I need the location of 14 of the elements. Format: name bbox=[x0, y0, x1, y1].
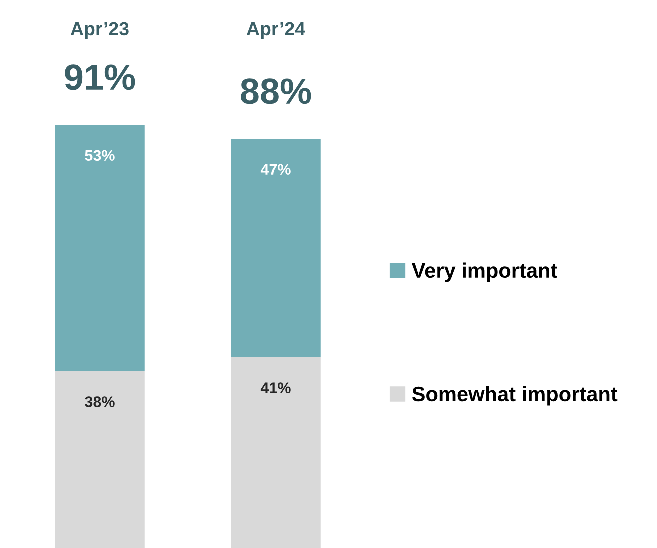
data-label: 41% bbox=[260, 382, 291, 394]
data-label: 38% bbox=[85, 396, 115, 408]
total-label: 91% bbox=[65, 64, 136, 90]
bar bbox=[231, 357, 321, 548]
total-label: 88% bbox=[241, 78, 312, 104]
bar bbox=[55, 371, 145, 548]
legend-label: Somewhat important bbox=[412, 386, 618, 406]
bar bbox=[231, 138, 321, 358]
bar bbox=[55, 125, 145, 372]
legend-label: Very important bbox=[412, 262, 558, 282]
x-tick-label: Apr’23 bbox=[70, 22, 129, 40]
x-tick-label: Apr’24 bbox=[246, 22, 306, 40]
data-label: 47% bbox=[260, 164, 291, 175]
data-label: 53% bbox=[85, 150, 115, 162]
